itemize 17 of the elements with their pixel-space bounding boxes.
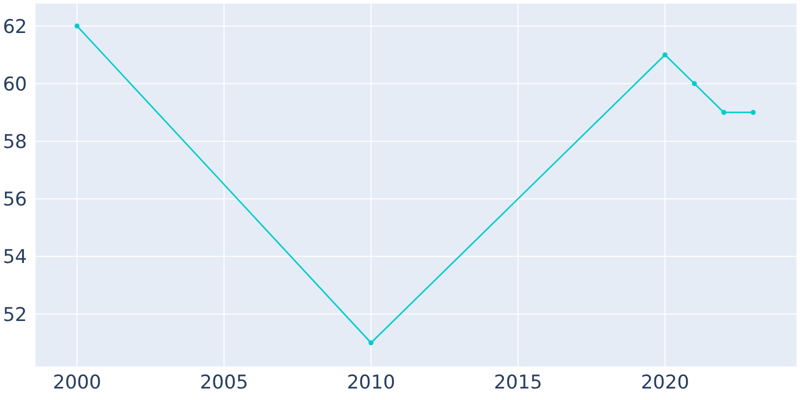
x-tick-label: 2015: [494, 371, 542, 394]
x-tick-label: 2020: [640, 371, 690, 394]
y-tick-label: 60: [2, 73, 27, 96]
point: [368, 340, 374, 346]
x-tick-label: 2005: [200, 371, 248, 394]
point: [750, 110, 756, 115]
point: [721, 110, 726, 115]
x-tick-label: 2010: [346, 371, 396, 394]
y-tick-label: 56: [2, 188, 27, 211]
y-tick-label: 58: [2, 130, 27, 153]
y-tick-label: 62: [2, 16, 27, 38]
y-tick-label: 54: [2, 246, 27, 268]
x-tick-label: 2000: [52, 371, 102, 394]
point: [74, 24, 80, 29]
point: [692, 81, 697, 86]
y-tick-label: 52: [2, 304, 27, 326]
point: [662, 52, 668, 58]
